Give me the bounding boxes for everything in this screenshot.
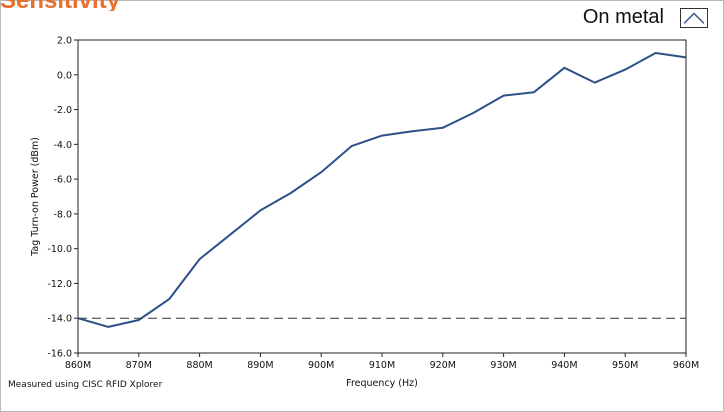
legend[interactable]: On metal bbox=[583, 6, 708, 29]
legend-label: On metal bbox=[582, 6, 664, 28]
y-axis-label: Tag Turn-on Power (dBm) bbox=[30, 137, 41, 257]
x-axis-label: Frequency (Hz) bbox=[346, 378, 418, 389]
x-tick-label: 950M bbox=[612, 360, 638, 371]
x-tick-label: 910M bbox=[369, 360, 395, 371]
y-tick-label: -4.0 bbox=[53, 140, 72, 151]
y-tick-label: -14.0 bbox=[47, 314, 72, 325]
x-tick-label: 860M bbox=[65, 360, 91, 371]
x-tick-label: 870M bbox=[126, 360, 152, 371]
y-tick-label: 2.0 bbox=[57, 36, 72, 47]
y-tick-label: -2.0 bbox=[53, 105, 72, 116]
y-tick-label: -10.0 bbox=[47, 244, 72, 255]
y-tick-label: 0.0 bbox=[57, 70, 72, 81]
x-tick-label: 930M bbox=[490, 360, 516, 371]
x-tick-label: 920M bbox=[430, 360, 456, 371]
y-tick-label: -6.0 bbox=[53, 175, 72, 186]
plot-area bbox=[77, 39, 687, 354]
y-tick-label: -16.0 bbox=[47, 349, 72, 360]
x-tick-label: 940M bbox=[551, 360, 577, 371]
footnote: Measured using CISC RFID Xplorer bbox=[8, 380, 163, 390]
x-tick-label: 890M bbox=[247, 360, 273, 371]
chart-title-fragment: Sensitivity bbox=[0, 0, 120, 11]
line-sample-icon[interactable] bbox=[680, 7, 708, 28]
y-tick-label: -12.0 bbox=[47, 279, 72, 290]
y-tick-label: -8.0 bbox=[53, 209, 72, 220]
x-tick-label: 960M bbox=[673, 360, 699, 371]
x-tick-label: 880M bbox=[186, 360, 212, 371]
series-line-on-metal bbox=[77, 52, 687, 328]
x-tick-label: 900M bbox=[308, 360, 334, 371]
